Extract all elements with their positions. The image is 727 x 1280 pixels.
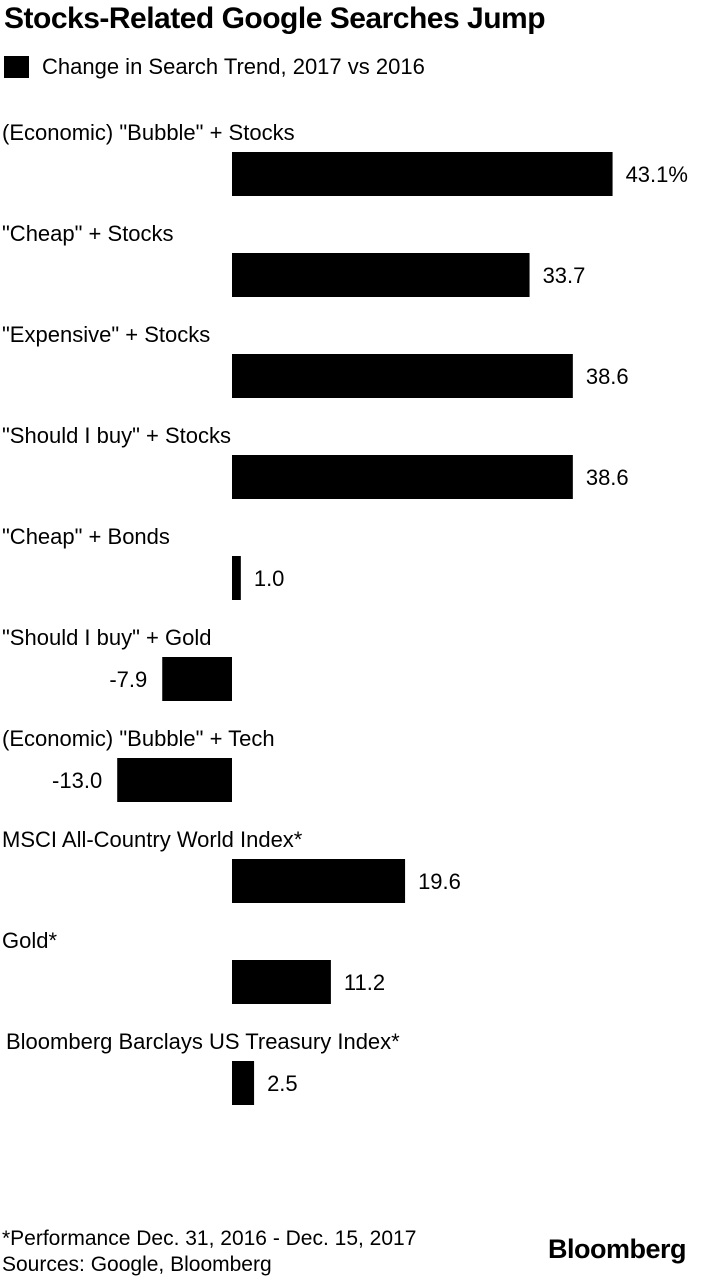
- value-label: 33.7: [543, 263, 586, 288]
- category-label: (Economic) "Bubble" + Stocks: [2, 120, 295, 145]
- category-label: "Cheap" + Bonds: [2, 524, 170, 549]
- sources-footnote: Sources: Google, Bloomberg: [2, 1253, 272, 1276]
- chart-legend: Change in Search Trend, 2017 vs 2016: [4, 52, 425, 82]
- bar: [162, 657, 232, 701]
- bar: [232, 556, 241, 600]
- bloomberg-logo: Bloomberg: [548, 1234, 687, 1264]
- value-label: 2.5: [267, 1071, 298, 1096]
- bar: [232, 455, 573, 499]
- category-label: "Cheap" + Stocks: [2, 221, 174, 246]
- bar: [232, 354, 573, 398]
- category-label: Gold*: [2, 928, 57, 953]
- value-label: 11.2: [344, 970, 385, 995]
- value-label: -13.0: [52, 768, 102, 793]
- value-label: -7.9: [109, 667, 147, 692]
- bar: [232, 1061, 255, 1105]
- category-label: "Should I buy" + Stocks: [2, 423, 231, 448]
- category-label: MSCI All-Country World Index*: [2, 827, 303, 852]
- bar: [232, 253, 530, 297]
- value-label: 1.0: [254, 566, 285, 591]
- bar: [232, 960, 331, 1004]
- bar-chart: (Economic) "Bubble" + Stocks 43.1% "Cheap"…: [2, 120, 688, 1105]
- category-label: Bloomberg Barclays US Treasury Index*: [6, 1029, 400, 1054]
- bar: [232, 859, 406, 903]
- value-label: 19.6: [418, 869, 461, 894]
- value-label: 38.6: [586, 364, 629, 389]
- legend-swatch: [4, 56, 29, 78]
- category-label: "Expensive" + Stocks: [2, 322, 210, 347]
- category-label: (Economic) "Bubble" + Tech: [2, 726, 275, 751]
- chart-title: Stocks-Related Google Searches Jump: [4, 2, 546, 35]
- bar: [117, 758, 232, 802]
- legend-label: Change in Search Trend, 2017 vs 2016: [42, 54, 425, 79]
- category-label: "Should I buy" + Gold: [2, 625, 211, 650]
- bar: [232, 152, 613, 196]
- value-label: 38.6: [586, 465, 629, 490]
- performance-footnote: *Performance Dec. 31, 2016 - Dec. 15, 20…: [2, 1227, 417, 1250]
- value-label: 43.1%: [626, 162, 688, 187]
